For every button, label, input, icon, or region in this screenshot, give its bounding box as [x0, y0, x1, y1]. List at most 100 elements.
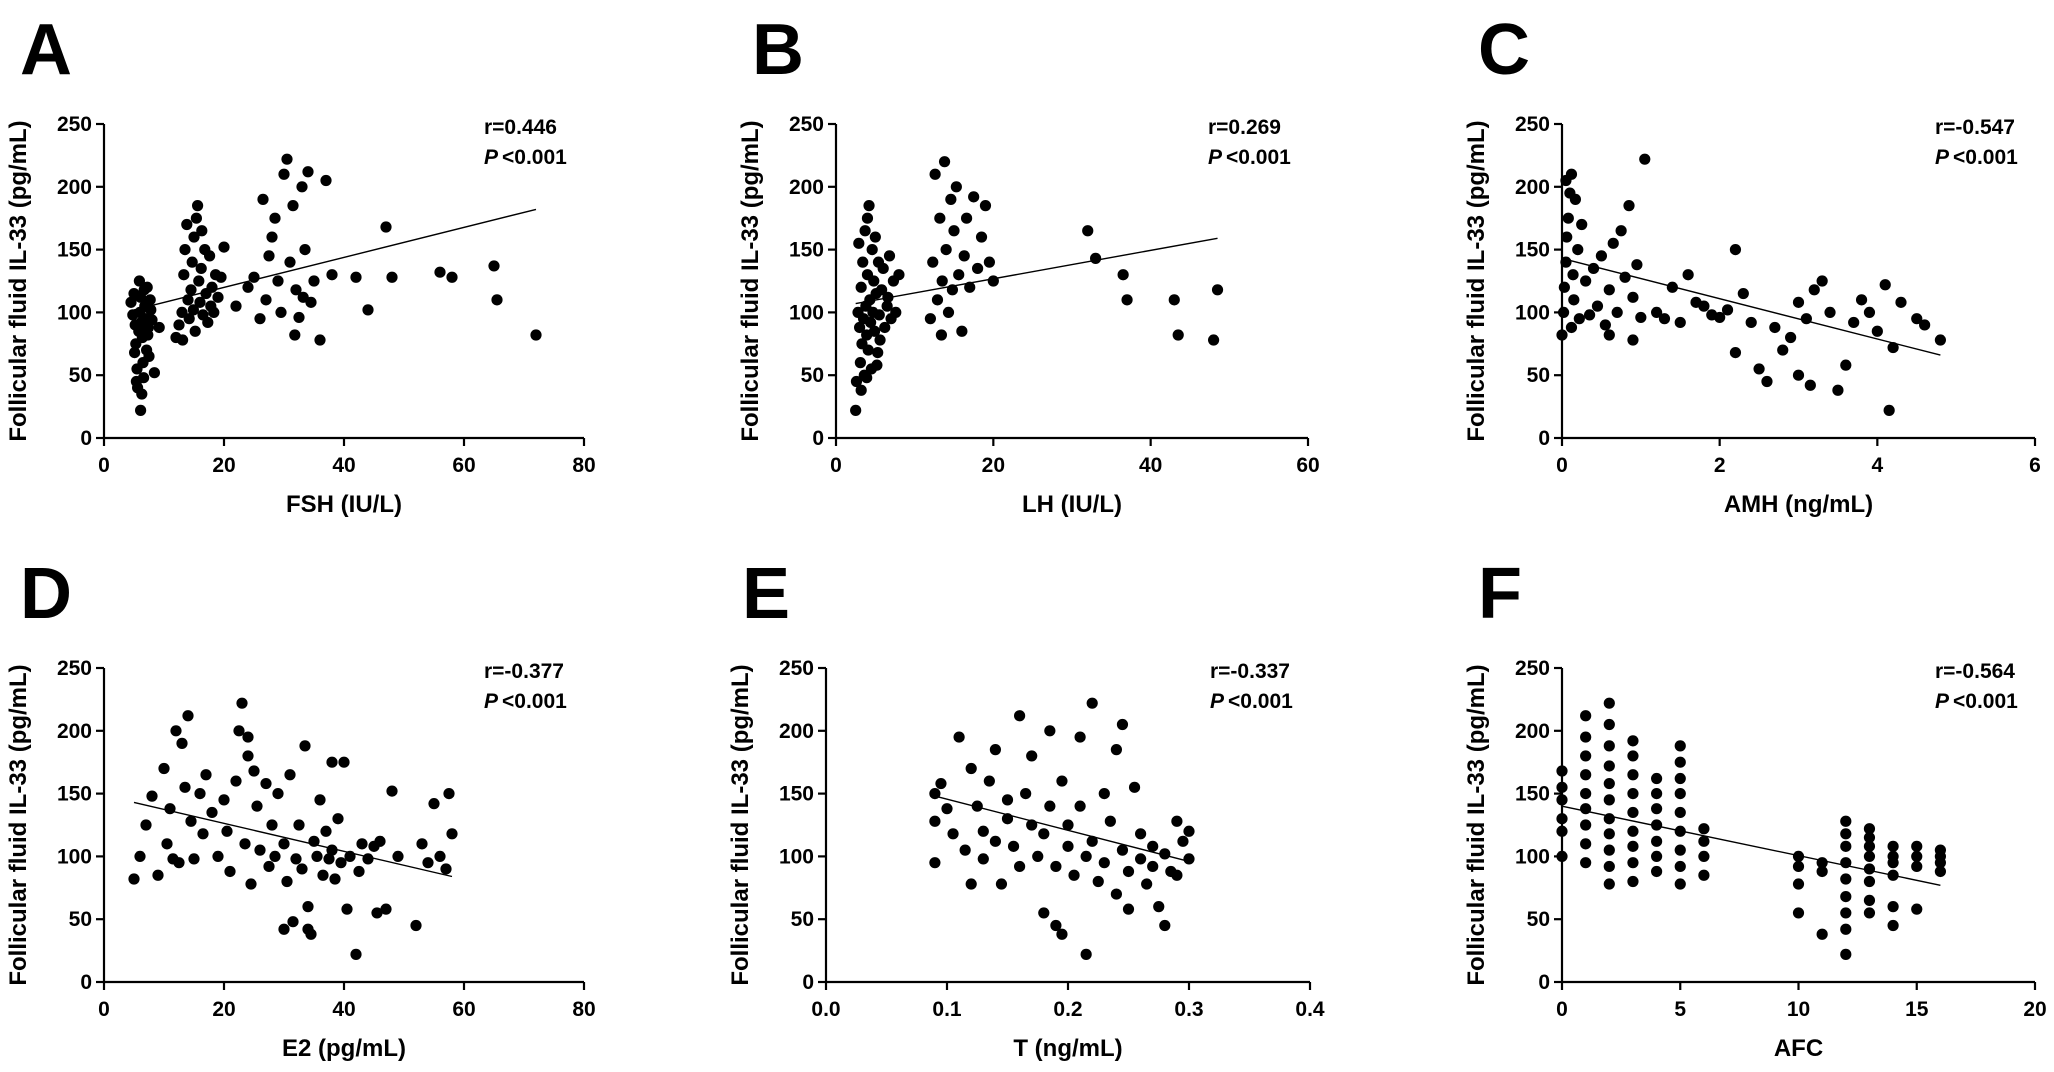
- data-point: [929, 815, 941, 827]
- data-point: [284, 769, 296, 781]
- p-value: P <0.001: [484, 690, 567, 713]
- data-point: [877, 262, 889, 275]
- data-point: [1591, 300, 1604, 312]
- data-point: [1721, 304, 1734, 316]
- data-point: [1785, 331, 1797, 344]
- data-point: [1026, 819, 1038, 831]
- p-value-text: <0.001: [1226, 146, 1291, 169]
- data-point: [299, 740, 311, 752]
- y-tick-label: 150: [1515, 783, 1550, 806]
- data-point: [1171, 869, 1183, 881]
- data-point: [959, 844, 971, 856]
- data-point: [353, 865, 365, 878]
- data-point: [189, 325, 201, 337]
- data-point: [491, 294, 503, 306]
- data-point: [311, 850, 323, 863]
- data-point: [1792, 907, 1805, 919]
- data-point: [1627, 735, 1639, 747]
- data-point: [1674, 316, 1686, 329]
- p-value-label: P: [1210, 690, 1225, 713]
- x-tick-label: 6: [2029, 454, 2041, 477]
- data-point: [1674, 806, 1686, 819]
- data-point: [194, 296, 206, 308]
- data-point: [1168, 294, 1180, 306]
- y-tick-label: 100: [789, 301, 824, 324]
- y-tick-label: 250: [1515, 657, 1550, 680]
- data-point: [995, 878, 1008, 890]
- data-point: [1068, 869, 1080, 881]
- data-point: [893, 269, 905, 281]
- x-axis-title: E2 (pg/mL): [282, 1035, 406, 1062]
- data-point: [344, 850, 356, 863]
- y-tick-label: 0: [802, 971, 814, 994]
- data-point: [178, 269, 190, 281]
- x-tick-label: 15: [1905, 998, 1929, 1021]
- data-point: [323, 853, 335, 865]
- data-point: [934, 212, 946, 224]
- data-point: [1183, 825, 1195, 837]
- data-point: [948, 225, 960, 237]
- data-point: [206, 281, 218, 293]
- data-point: [1580, 731, 1592, 743]
- data-point: [1556, 781, 1568, 793]
- correlation-r: r=-0.337: [1210, 660, 1290, 683]
- data-point: [1863, 840, 1876, 852]
- data-point: [1211, 284, 1224, 296]
- data-point: [1895, 296, 1907, 308]
- data-point: [362, 304, 374, 316]
- data-point: [1840, 890, 1852, 903]
- data-point: [1761, 375, 1773, 388]
- data-point: [936, 275, 948, 287]
- data-point: [1038, 907, 1050, 919]
- regression-line: [133, 801, 453, 878]
- data-point: [882, 291, 894, 303]
- data-point: [1627, 857, 1639, 869]
- data-point: [1603, 329, 1615, 341]
- data-point: [945, 193, 957, 205]
- data-point: [1911, 903, 1923, 915]
- x-tick-label: 0: [1556, 454, 1568, 477]
- data-point: [1580, 838, 1592, 850]
- data-point: [1623, 200, 1635, 212]
- data-point: [1135, 853, 1147, 865]
- data-point: [230, 300, 242, 312]
- data-point: [1062, 819, 1074, 831]
- data-point: [284, 256, 296, 268]
- data-point: [1911, 850, 1923, 863]
- y-tick-label: 0: [1538, 427, 1550, 450]
- data-point: [1887, 869, 1899, 881]
- data-point: [1792, 296, 1805, 308]
- data-point: [935, 777, 947, 790]
- data-point: [266, 231, 278, 243]
- data-point: [1056, 928, 1068, 940]
- data-point: [1674, 788, 1686, 800]
- y-tick-label: 0: [80, 971, 92, 994]
- data-point: [1603, 828, 1615, 840]
- panel-c: C 0 50 100 150 200 250 0 2 4 6 AMH (ng/mL) Follicula…: [1463, 10, 2041, 518]
- data-point: [1919, 319, 1931, 331]
- data-point: [1698, 850, 1710, 863]
- y-axis-title: Follicular fluid IL-33 (pg/mL): [5, 664, 32, 985]
- data-point: [1603, 697, 1615, 709]
- panel-letter: C: [1478, 10, 1530, 90]
- data-point: [953, 731, 965, 743]
- data-point: [133, 275, 145, 287]
- data-point: [129, 346, 141, 359]
- data-point: [1569, 193, 1582, 205]
- data-point: [929, 168, 941, 180]
- data-point: [136, 388, 148, 400]
- data-point: [338, 756, 350, 768]
- data-point: [1639, 153, 1651, 165]
- data-point: [890, 306, 902, 318]
- data-point: [1026, 750, 1038, 762]
- data-point: [281, 875, 293, 888]
- data-point: [938, 156, 951, 168]
- data-point: [929, 788, 941, 800]
- data-point: [188, 853, 200, 865]
- data-point: [1863, 850, 1876, 863]
- y-tick-label: 200: [57, 720, 92, 743]
- data-point: [1557, 306, 1570, 318]
- data-point: [1627, 788, 1639, 800]
- data-point: [871, 359, 883, 371]
- data-point: [1603, 813, 1615, 825]
